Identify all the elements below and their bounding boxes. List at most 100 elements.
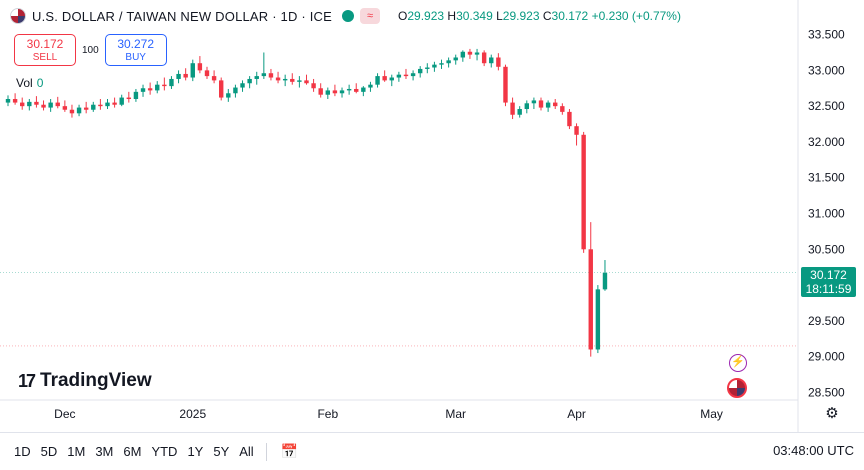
candle-body <box>531 100 537 104</box>
candle-body <box>332 90 338 94</box>
symbol-title[interactable]: U.S. DOLLAR / TAIWAN NEW DOLLAR · 1D · I… <box>32 8 332 24</box>
high-value: 30.349 <box>456 9 493 23</box>
bar-countdown: 18:11:59 <box>805 282 852 296</box>
candle-body <box>410 73 416 77</box>
candle-body <box>268 73 274 78</box>
candle-body <box>297 80 302 82</box>
candle-body <box>126 97 132 99</box>
us-flag-icon <box>10 8 26 24</box>
candle-body <box>503 66 508 103</box>
candle-body <box>595 289 601 350</box>
toolbar-divider <box>265 442 267 461</box>
candle-body <box>34 101 39 105</box>
range-6m-button[interactable]: 6M <box>123 444 142 459</box>
candle-body <box>403 74 409 77</box>
candle-body <box>12 98 18 103</box>
x-tick-label: Feb <box>317 407 338 421</box>
candle-body <box>517 109 522 115</box>
candle-body <box>524 103 529 110</box>
low-label: L <box>496 9 503 23</box>
candle-body <box>538 100 544 108</box>
low-value: 29.923 <box>502 9 540 23</box>
candle-body <box>354 88 359 92</box>
candle-body <box>368 84 373 88</box>
high-label: H <box>447 9 457 23</box>
volume-legend[interactable]: Vol 0 <box>16 76 43 90</box>
candle-body <box>41 104 46 108</box>
candle-body <box>190 63 195 78</box>
candle-body <box>155 84 160 91</box>
close-value: 30.172 <box>551 9 589 23</box>
range-1m-button[interactable]: 1M <box>67 444 86 459</box>
candle-body <box>197 63 203 71</box>
tradingview-logo[interactable]: 17 TradingView <box>18 370 152 392</box>
lightning-event-icon[interactable]: ⚡ <box>729 354 747 372</box>
candle-body <box>453 57 458 61</box>
tradingview-logo-text: TradingView <box>40 370 152 391</box>
candle-body <box>261 73 267 77</box>
calendar-goto-icon[interactable]: 📅 <box>280 443 299 459</box>
change-value: +0.230 (+0.77%) <box>591 9 681 23</box>
candle-body <box>27 101 32 107</box>
candle-body <box>489 57 494 64</box>
candle-body <box>304 80 309 84</box>
candle-body <box>602 272 608 290</box>
candle-body <box>76 107 82 114</box>
candle-body <box>432 64 437 68</box>
candle-body <box>105 102 110 107</box>
y-tick-label: 28.500 <box>808 385 845 399</box>
candle-body <box>425 67 430 69</box>
y-tick-label: 30.500 <box>808 242 845 256</box>
y-tick-label: 33.500 <box>808 28 845 42</box>
candle-body <box>112 102 117 105</box>
candle-body <box>133 91 139 99</box>
candle-body <box>240 83 245 88</box>
x-tick-label: Apr <box>567 407 586 421</box>
range-1y-button[interactable]: 1Y <box>187 444 204 459</box>
y-tick-label: 32.000 <box>808 135 845 149</box>
range-1d-button[interactable]: 1D <box>14 444 31 459</box>
spread-value: 100 <box>82 44 99 56</box>
sell-price: 30.172 <box>26 37 64 51</box>
buy-label: BUY <box>125 52 146 63</box>
candle-body <box>233 87 238 94</box>
range-ytd-button[interactable]: YTD <box>151 444 178 459</box>
utc-clock[interactable]: 03:48:00 UTC <box>773 443 854 458</box>
candle-body <box>439 63 444 65</box>
wave-icon[interactable]: ≈ <box>360 8 380 24</box>
settings-gear-icon[interactable]: ⚙ <box>825 405 839 422</box>
candle-body <box>48 102 53 108</box>
candle-body <box>510 102 515 115</box>
candle-body <box>247 78 252 84</box>
candle-body <box>83 107 89 110</box>
candle-body <box>69 109 75 114</box>
candle-body <box>183 73 188 78</box>
y-tick-label: 33.000 <box>808 63 845 77</box>
candle-body <box>460 51 466 58</box>
candle-body <box>346 88 352 91</box>
x-tick-label: May <box>700 407 723 421</box>
candle-body <box>20 102 25 107</box>
candle-body <box>98 104 103 107</box>
range-all-button[interactable]: All <box>239 444 254 459</box>
candle-body <box>567 111 572 127</box>
buy-button[interactable]: 30.272 BUY <box>104 34 167 66</box>
candle-body <box>382 76 387 81</box>
candle-body <box>339 90 345 94</box>
range-3m-button[interactable]: 3M <box>95 444 114 459</box>
range-5y-button[interactable]: 5Y <box>213 444 230 459</box>
candle-body <box>147 88 153 91</box>
trade-panel: 30.172 SELL 100 30.272 BUY <box>14 34 167 66</box>
y-tick-label: 31.500 <box>808 171 845 185</box>
candle-body <box>62 106 68 110</box>
range-5d-button[interactable]: 5D <box>40 444 58 459</box>
candle-body <box>560 106 565 112</box>
sell-button[interactable]: 30.172 SELL <box>14 34 76 66</box>
candle-body <box>254 76 259 79</box>
candlestick-chart[interactable]: 28.50029.00029.50030.00030.50031.00031.5… <box>0 0 864 432</box>
y-tick-label: 32.500 <box>808 99 845 113</box>
market-open-status-icon[interactable] <box>342 10 354 22</box>
us-event-flag-icon[interactable] <box>727 378 747 398</box>
candle-body <box>545 102 551 108</box>
